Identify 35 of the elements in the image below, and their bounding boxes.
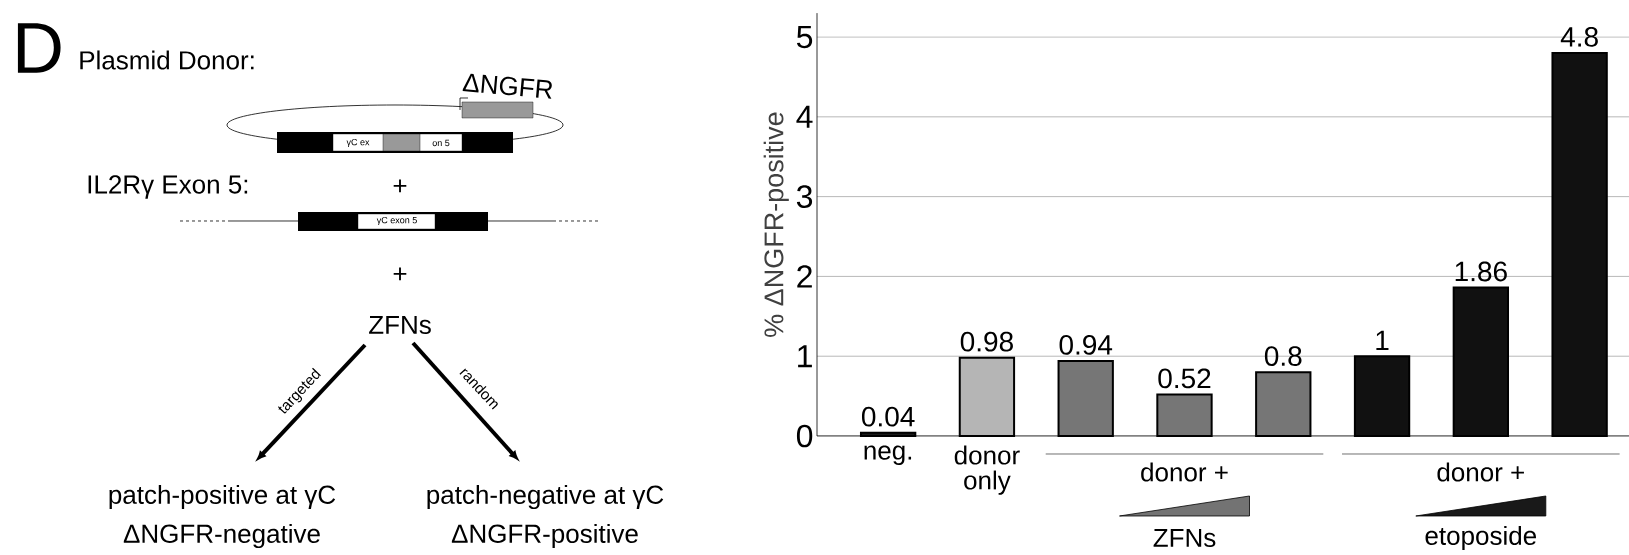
text: donor +	[1437, 462, 1524, 482]
text: +	[393, 179, 407, 193]
text: γC ex	[346, 138, 370, 148]
text: on 5	[432, 139, 450, 147]
data-label: 0.98	[960, 331, 1013, 352]
data-label: 4.8	[1560, 26, 1598, 47]
data-label: 0.52	[1158, 368, 1211, 389]
text: patch-positive at γC	[109, 484, 336, 510]
text: +	[393, 267, 407, 281]
text: ZFNs	[369, 315, 431, 335]
y-tick-label: 5	[796, 25, 813, 49]
text: patch-negative at γC	[427, 484, 664, 510]
data-label: 0.8	[1264, 346, 1302, 366]
y-tick-label: 1	[798, 345, 812, 368]
y-axis-title: % ΔNGFR-positive	[763, 112, 789, 337]
text: Plasmid Donor:	[80, 50, 254, 70]
data-label: 1	[1376, 330, 1389, 351]
text: ΔNGFR	[462, 73, 552, 99]
y-tick-label: 2	[797, 265, 812, 288]
text: donor +	[1141, 462, 1228, 482]
x-tick-label: donor only	[954, 445, 1020, 495]
data-label: 0.04	[861, 406, 915, 427]
text: ΔNGFR-negative	[123, 523, 320, 549]
y-tick-label: 3	[796, 185, 813, 208]
text: ZFNs	[1153, 528, 1216, 548]
text: ΔNGFR-positive	[451, 523, 638, 549]
y-tick-label: 4	[796, 105, 813, 128]
text: γC exon 5	[376, 216, 417, 226]
text: etoposide	[1425, 525, 1537, 551]
data-label: 0.94	[1059, 334, 1113, 355]
text: D	[17, 23, 61, 73]
x-tick-label: neg.	[864, 445, 912, 465]
text: IL2Rγ Exon 5:	[88, 175, 248, 199]
y-tick-label: 0	[796, 424, 813, 448]
data-label: 1.86	[1455, 261, 1507, 282]
